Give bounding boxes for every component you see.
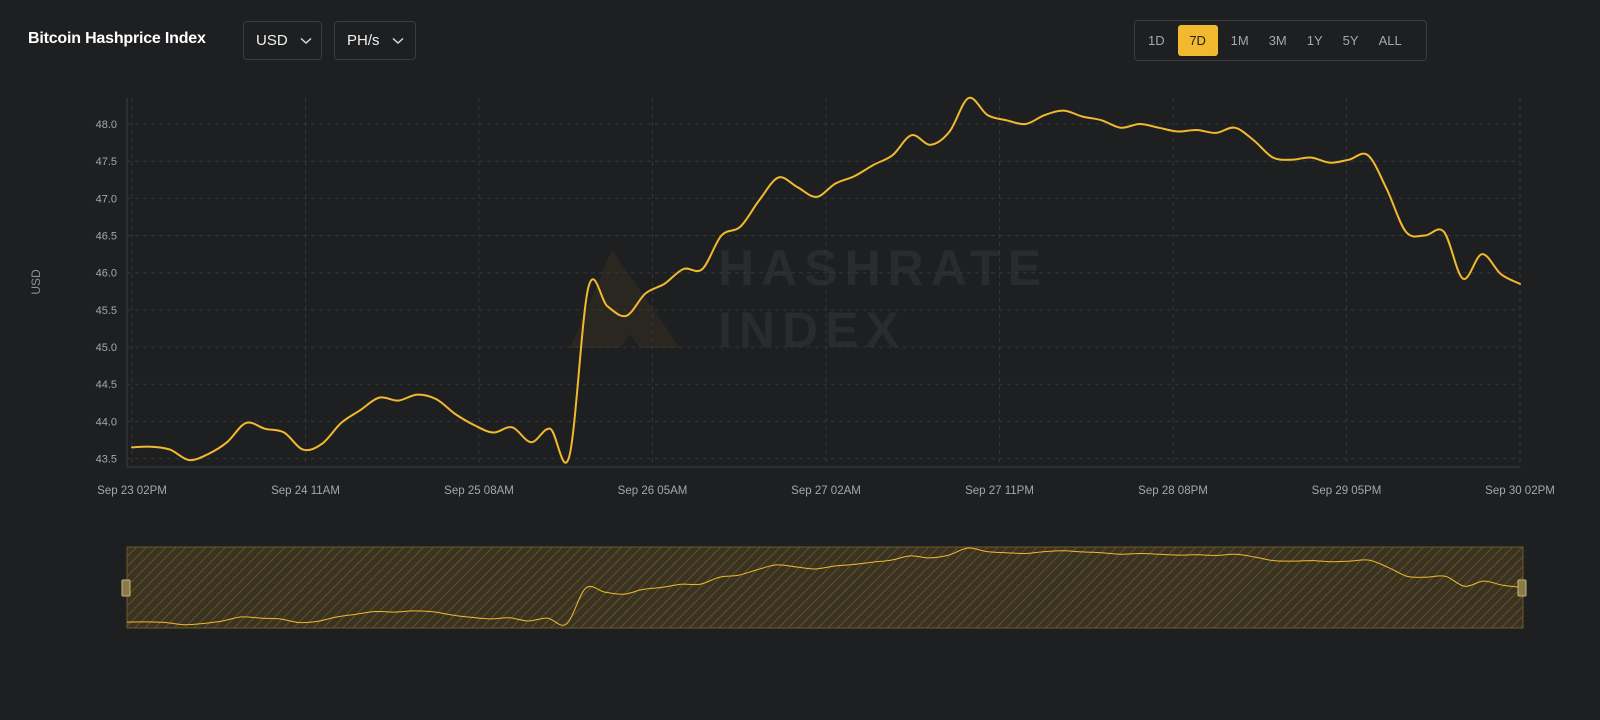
x-tick-label: Sep 30 02PM — [1485, 485, 1555, 497]
x-grid — [131, 98, 1521, 467]
x-tick-label: Sep 28 08PM — [1138, 485, 1208, 497]
x-tick-label: Sep 23 02PM — [97, 485, 167, 497]
x-tick-label: Sep 26 05AM — [618, 485, 688, 497]
y-tick-label: 47.5 — [96, 156, 117, 168]
range-navigator[interactable] — [121, 546, 1527, 629]
range-button-5y[interactable]: 5Y — [1342, 33, 1359, 48]
y-tick-label: 45.0 — [96, 342, 117, 354]
x-tick-labels: Sep 23 02PM Sep 24 11AM Sep 25 08AM Sep 26 … — [97, 485, 1555, 497]
range-button-1y[interactable]: 1Y — [1306, 33, 1323, 48]
navigator-right-handle[interactable] — [1517, 579, 1527, 597]
time-range-selector: 1D 7D 1M 3M 1Y 5Y ALL — [1134, 20, 1427, 61]
x-tick-label: Sep 29 05PM — [1312, 485, 1382, 497]
y-tick-label: 43.5 — [96, 454, 117, 466]
y-tick-label: 46.0 — [96, 268, 117, 280]
unit-dropdown[interactable]: PH/s — [334, 21, 416, 60]
range-button-3m[interactable]: 3M — [1268, 33, 1287, 48]
y-tick-label: 45.5 — [96, 305, 117, 317]
watermark-line-2: INDEX — [718, 302, 906, 358]
range-button-7d[interactable]: 7D — [1177, 25, 1218, 56]
range-button-1d[interactable]: 1D — [1148, 33, 1165, 48]
unit-dropdown-value: PH/s — [347, 32, 380, 49]
y-tick-label: 48.0 — [96, 119, 117, 131]
currency-dropdown-value: USD — [256, 32, 288, 49]
page-title: Bitcoin Hashprice Index — [28, 30, 206, 47]
range-button-all[interactable]: ALL — [1378, 33, 1402, 48]
navigator-selection[interactable] — [126, 546, 1524, 629]
x-tick-label: Sep 24 11AM — [271, 485, 340, 497]
y-tick-label: 44.5 — [96, 379, 117, 391]
series-line-hashprice — [131, 96, 1521, 464]
header: Bitcoin Hashprice Index USD PH/s 1D 7D 1… — [0, 0, 1600, 82]
x-tick-label: Sep 27 02AM — [791, 485, 861, 497]
y-axis-title: USD — [29, 269, 43, 295]
x-tick-label: Sep 27 11PM — [965, 485, 1034, 497]
y-tick-label: 47.0 — [96, 193, 117, 205]
chevron-down-icon — [300, 37, 312, 45]
chevron-down-icon — [392, 37, 404, 45]
x-tick-label: Sep 25 08AM — [444, 485, 514, 497]
y-tick-label: 44.0 — [96, 416, 117, 428]
navigator-left-handle[interactable] — [121, 579, 131, 597]
watermark-line-1: HASHRATE — [718, 240, 1048, 296]
navigator-series-line — [126, 547, 1523, 626]
y-tick-label: 46.5 — [96, 231, 117, 243]
currency-dropdown[interactable]: USD — [243, 21, 322, 60]
y-tick-labels: 43.5 44.0 44.5 45.0 45.5 46.0 46.5 47.0 47.5 48.0 — [96, 119, 117, 466]
range-button-1m[interactable]: 1M — [1230, 33, 1249, 48]
y-grid — [127, 123, 1520, 460]
